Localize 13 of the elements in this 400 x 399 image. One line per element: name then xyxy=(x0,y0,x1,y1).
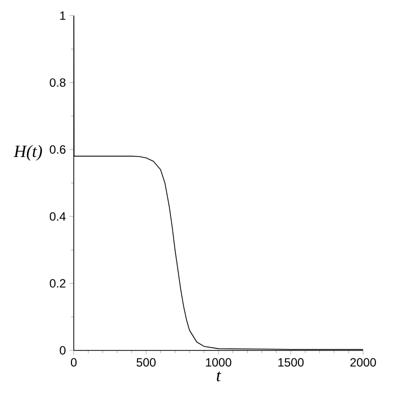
y-tick-label: 0.2 xyxy=(50,279,66,288)
x-tick-label: 0 xyxy=(70,358,77,367)
y-tick-label: 0.8 xyxy=(50,78,66,87)
y-axis-title: H(t) xyxy=(14,145,42,161)
x-tick-label: 1000 xyxy=(206,358,232,367)
y-tick-label: 0.6 xyxy=(50,145,66,154)
y-tick-label: 1 xyxy=(60,12,66,20)
x-tick-label: 500 xyxy=(136,358,156,367)
y-tick-label: 0.4 xyxy=(50,212,66,221)
x-tick-label: 1500 xyxy=(278,358,304,367)
x-axis-title: t xyxy=(216,372,222,382)
y-tick-label: 0 xyxy=(60,346,66,355)
x-tick-label: 2000 xyxy=(350,358,376,367)
